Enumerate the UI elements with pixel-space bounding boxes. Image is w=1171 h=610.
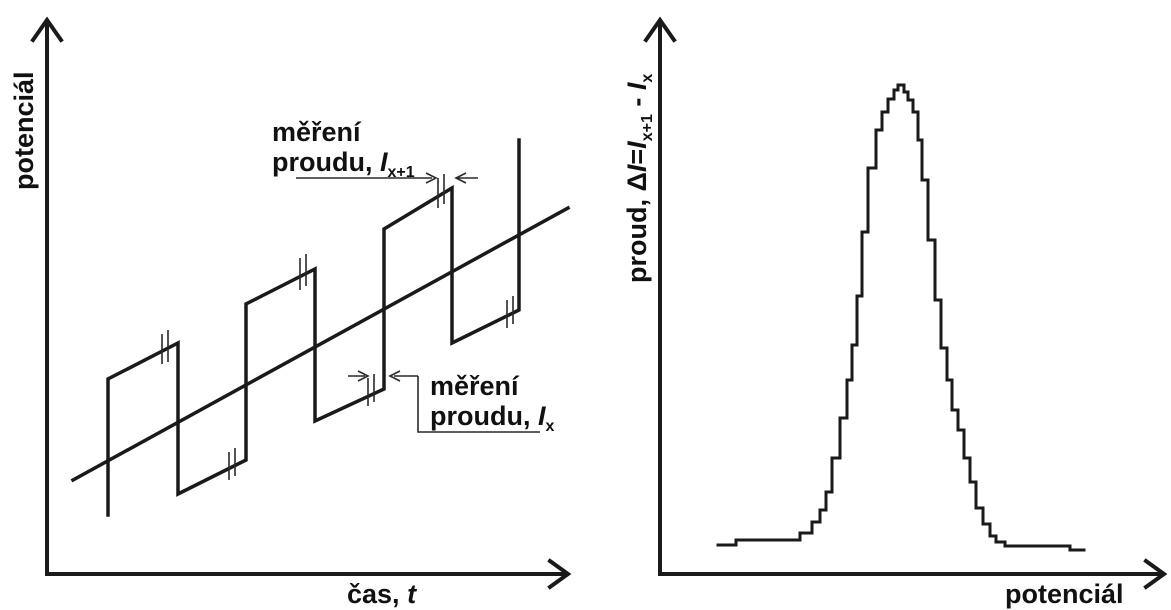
staircase-ramp xyxy=(70,205,571,483)
left-y-axis-arrow xyxy=(30,16,64,43)
arrow-right xyxy=(348,370,370,382)
annotation-bottom: měření proudu, Ix xyxy=(348,370,555,435)
right-y-axis-label: proud, ΔI=Ix+1 - Ix xyxy=(622,74,656,283)
annotation-top-line1: měření xyxy=(272,117,362,147)
tick xyxy=(228,448,236,480)
measurement-ticks xyxy=(161,174,514,480)
current-peak-curve xyxy=(716,83,1086,552)
arrow-head xyxy=(425,172,438,184)
right-panel: proud, ΔI=Ix+1 - Ix potenciál xyxy=(622,16,1168,609)
arrow-reverse xyxy=(454,172,478,184)
tick xyxy=(506,296,514,328)
right-y-axis-arrow xyxy=(643,16,677,43)
left-x-axis-label: čas, t xyxy=(347,579,417,609)
right-x-axis-arrow xyxy=(1143,558,1168,590)
left-x-axis-arrow xyxy=(547,558,572,590)
annotation-bottom-line2: proudu, Ix xyxy=(430,401,555,435)
tick xyxy=(299,254,307,290)
annotation-bottom-line1: měření xyxy=(430,371,520,401)
arrow-left xyxy=(388,370,418,382)
tick xyxy=(161,330,169,364)
leader-bracket xyxy=(417,376,540,433)
tick xyxy=(437,174,445,208)
pulse-waveform xyxy=(106,138,521,517)
tick xyxy=(367,374,375,406)
right-x-axis-label: potenciál xyxy=(1005,579,1124,609)
left-panel: měření proudu, Ix+1 měření proudu, Ix po… xyxy=(9,16,572,609)
annotation-top: měření proudu, Ix+1 xyxy=(272,117,478,184)
annotation-top-line2: proudu, Ix+1 xyxy=(272,147,415,181)
left-y-axis-label: potenciál xyxy=(9,71,39,190)
